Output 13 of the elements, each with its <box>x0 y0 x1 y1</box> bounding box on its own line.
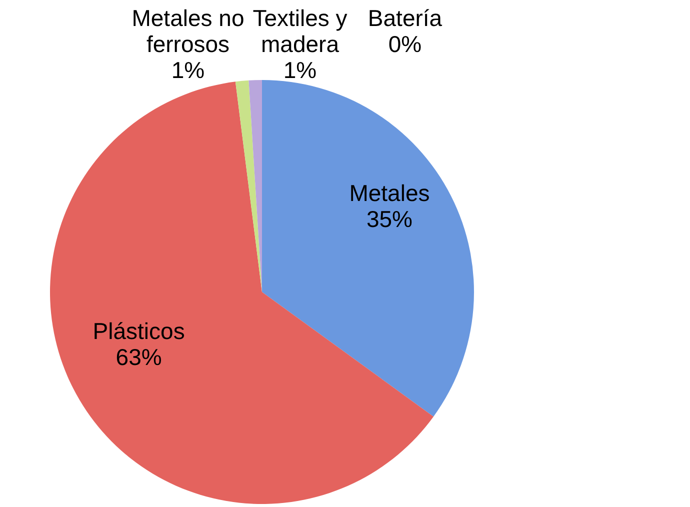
slice-label: Metales <box>349 180 430 206</box>
slice-label: Textiles y madera <box>252 5 348 57</box>
data-label: 63% <box>116 344 162 370</box>
category-label: Batería <box>368 5 442 31</box>
pie-slice <box>262 80 474 417</box>
data-label: 1% <box>171 57 205 83</box>
pie-slice <box>235 80 262 292</box>
slice-label: Plásticos <box>92 318 185 344</box>
data-label: 35% <box>366 206 413 232</box>
pie-slice <box>50 82 434 504</box>
slice-label: Metales no ferrosos <box>132 5 244 57</box>
text: 0% <box>388 31 422 57</box>
data-label: 1% <box>283 57 317 83</box>
